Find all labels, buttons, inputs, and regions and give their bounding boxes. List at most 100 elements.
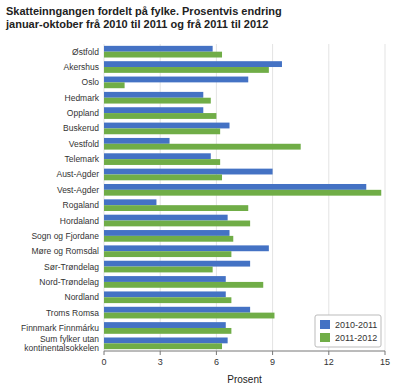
legend-label: 2010-2011 [335, 320, 377, 330]
bar [104, 245, 269, 251]
bar [104, 313, 274, 319]
legend-swatch [320, 333, 330, 342]
grid-line [272, 44, 273, 351]
grid-line [216, 44, 217, 351]
bar [104, 343, 222, 349]
category-label-line: Vestfold [69, 139, 100, 149]
category-label: Vest-Agder [57, 185, 99, 195]
tick-mark [272, 351, 273, 355]
bar [104, 215, 228, 221]
bar [104, 328, 231, 334]
tick-label: 15 [380, 357, 390, 367]
chart-container: Skatteinngangen fordelt på fylke. Prosen… [0, 0, 396, 391]
bar [104, 221, 250, 227]
tick-label: 0 [101, 357, 106, 367]
category-label: Hordaland [60, 216, 99, 226]
grid-line [328, 44, 329, 351]
bar [104, 153, 211, 159]
chart: Skatteinngangen fordelt på fylke. Prosen… [0, 0, 396, 391]
bar [104, 128, 220, 134]
bar [104, 92, 203, 98]
category-label: Oslo [82, 77, 100, 87]
bar [104, 159, 220, 165]
bar [104, 199, 156, 205]
bar [104, 113, 216, 119]
bar [104, 77, 248, 83]
category-label: Buskerud [63, 123, 99, 133]
bar [104, 276, 226, 282]
grid-line [104, 44, 105, 351]
bar [104, 307, 250, 313]
tick-label: 12 [324, 357, 334, 367]
category-label-line: Møre og Romsdal [31, 246, 99, 256]
category-label: Sør-Trøndelag [44, 262, 99, 272]
tick-label: 3 [158, 357, 163, 367]
x-axis-line [104, 351, 385, 352]
category-label: Hedmark [65, 93, 100, 103]
category-label: Troms Romsa [46, 308, 99, 318]
bar [104, 174, 222, 180]
category-label-line: Sum fylker utan [40, 334, 99, 344]
bars [104, 46, 381, 349]
category-label-line: Rogaland [63, 200, 100, 210]
bar [104, 123, 230, 129]
bar [104, 67, 269, 73]
title-line: Skatteinngangen fordelt på fylke. Prosen… [6, 5, 282, 17]
category-label: Telemark [65, 154, 100, 164]
category-label: Nord-Trøndelag [39, 277, 99, 287]
legend-box [315, 315, 381, 347]
grid-line [160, 44, 161, 351]
category-label: Vestfold [69, 139, 100, 149]
legend: 2010-2011 2011-2012 [315, 315, 381, 347]
bar [104, 282, 263, 288]
category-label-line: kontinentalsokkelen [24, 343, 99, 353]
bar [104, 261, 250, 267]
legend-swatch [320, 320, 330, 329]
bar [104, 52, 222, 58]
bar [104, 46, 213, 52]
bar [104, 107, 203, 113]
bar [104, 337, 228, 343]
category-label: Møre og Romsdal [31, 246, 99, 256]
category-label-line: Nordland [65, 292, 100, 302]
bar [104, 230, 230, 236]
category-label: Akershus [64, 62, 99, 72]
category-label-line: Oppland [67, 108, 99, 118]
grid-line [385, 44, 386, 351]
bar [104, 184, 366, 190]
category-label: Rogaland [63, 200, 100, 210]
plot-area: 0 3 6 9 12 15 [101, 44, 390, 367]
bar [104, 82, 125, 88]
bar [104, 138, 170, 144]
bar [104, 297, 231, 303]
tick-label: 9 [270, 357, 275, 367]
category-label-line: Nord-Trøndelag [39, 277, 99, 287]
bar [104, 98, 211, 104]
tick-mark [385, 351, 386, 355]
tick-mark [160, 351, 161, 355]
tick-label: 6 [214, 357, 219, 367]
bar [104, 61, 282, 67]
legend-label: 2011-2012 [335, 333, 377, 343]
title-line: januar-oktober frå 2010 til 2011 og frå … [5, 18, 268, 30]
category-label-line: Hedmark [65, 93, 100, 103]
category-label-line: Oslo [82, 77, 100, 87]
category-label: Oppland [67, 108, 99, 118]
tick-mark [328, 351, 329, 355]
bar [104, 144, 301, 150]
category-label: Østfold [72, 47, 99, 57]
bar [104, 322, 226, 328]
category-label-line: Aust-Agder [56, 169, 99, 179]
category-label-line: Finnmark Finnmárku [21, 323, 99, 333]
bar [104, 291, 226, 297]
category-label-line: Østfold [72, 47, 99, 57]
category-label: Finnmark Finnmárku [21, 323, 99, 333]
bar [104, 267, 213, 273]
tick-mark [216, 351, 217, 355]
category-label: Aust-Agder [56, 169, 99, 179]
category-label: Sum fylker utankontinentalsokkelen [24, 334, 99, 354]
bar [104, 236, 233, 242]
category-label-line: Telemark [65, 154, 100, 164]
category-label-line: Sogn og Fjordane [31, 231, 99, 241]
category-label: Nordland [65, 292, 100, 302]
